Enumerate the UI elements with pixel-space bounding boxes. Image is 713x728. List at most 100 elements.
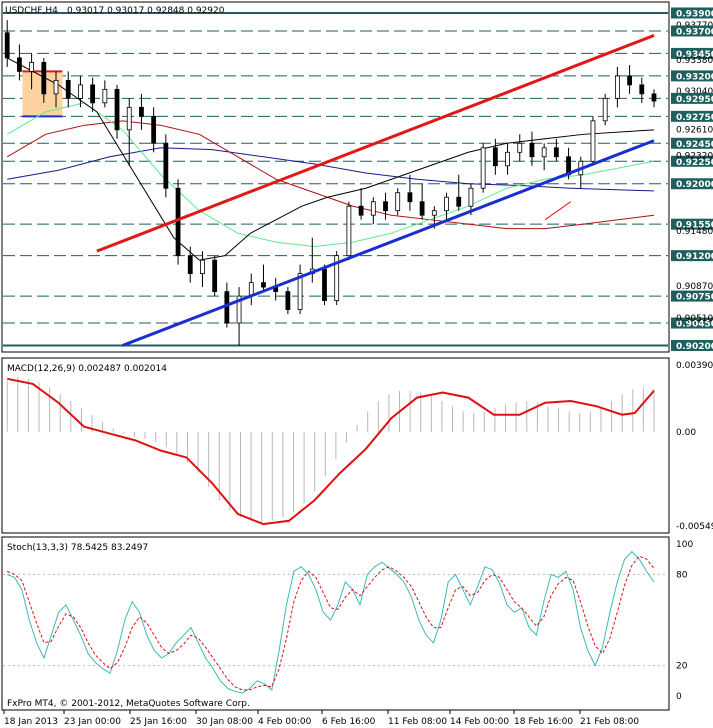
time-tick-label: 6 Feb 16:00 <box>322 717 376 727</box>
price-label: 0.92250 <box>676 158 713 168</box>
candle-body <box>651 93 657 102</box>
time-tick-label: 18 Feb 16:00 <box>514 717 573 727</box>
time-tick-label: 18 Jan 2013 <box>4 717 58 727</box>
candle-body <box>529 142 535 158</box>
red-channel-stub <box>544 201 572 221</box>
price-panel: 0.939000.937700.937000.934500.933800.932… <box>1 1 713 353</box>
stoch-panel: 100 80 20 0 Stoch(13,3,3) 78.5425 83.2497 F… <box>1 536 693 711</box>
time-tick-label: 21 Feb 08:00 <box>580 717 639 727</box>
candle-body <box>41 62 47 95</box>
price-label-box <box>671 110 713 122</box>
price-label-box <box>671 92 713 104</box>
price-label: 0.93450 <box>676 50 713 60</box>
price-label: 0.92610 <box>676 125 713 135</box>
time-tick-label: 11 Feb 08:00 <box>388 717 447 727</box>
macd-histogram <box>6 377 655 523</box>
candle-body <box>431 210 437 216</box>
candle-body <box>17 57 22 72</box>
price-label-box <box>671 250 713 262</box>
candle-body <box>553 147 559 158</box>
macd-panel: 0.003908 0.00 -0.005496 MACD(12,26,9) 0.00… <box>1 357 713 534</box>
candle-body <box>407 192 413 203</box>
price-label: 0.93900 <box>676 9 713 19</box>
price-label: 0.92950 <box>676 95 713 105</box>
price-label: 0.90200 <box>676 342 713 352</box>
macd-signal-line <box>7 377 655 526</box>
time-tick-label: 4 Feb 00:00 <box>258 717 312 727</box>
price-level-lines <box>3 11 668 347</box>
price-label-box <box>671 70 713 82</box>
price-label-box <box>671 47 713 59</box>
price-label: 0.90750 <box>676 293 713 303</box>
price-label: 0.92450 <box>676 140 713 150</box>
candle-body <box>505 151 510 167</box>
candle-body <box>53 79 59 95</box>
candle-body <box>541 147 547 158</box>
candle-body <box>285 291 291 310</box>
candle-body <box>639 84 645 95</box>
macd-signal <box>7 377 655 526</box>
macd-tick-label: 0.003908 <box>676 361 713 371</box>
candlesticks <box>4 20 657 346</box>
price-label-box <box>671 340 713 352</box>
candle-body <box>590 120 596 162</box>
price-label: 0.93200 <box>676 72 713 82</box>
ma-darkred-line <box>6 120 655 230</box>
time-tick-label: 30 Jan 08:00 <box>196 717 253 727</box>
candle-body <box>212 259 218 292</box>
candle-body <box>602 97 608 122</box>
candle-body <box>627 75 632 86</box>
candle-body <box>370 201 376 216</box>
price-label: 0.92000 <box>676 180 713 190</box>
candle-body <box>517 142 523 153</box>
time-tick-label: 25 Jan 16:00 <box>130 717 187 727</box>
stoch-axis: 100 80 20 0 <box>676 540 693 702</box>
candle-body <box>444 196 449 212</box>
copyright-label: FxPro MT4, © 2001-2012, MetaQuotes Softw… <box>7 699 250 709</box>
candle-body <box>261 282 266 288</box>
price-label: 0.91550 <box>676 221 713 231</box>
candle-body <box>102 88 108 104</box>
price-label-box <box>671 218 713 230</box>
macd-label: MACD(12,26,9) 0.002487 0.002014 <box>7 364 167 374</box>
ma-black-line <box>6 57 655 261</box>
price-label-box <box>671 137 713 149</box>
candle-body <box>175 187 181 257</box>
candle-body <box>395 192 401 212</box>
candle-body <box>78 84 83 99</box>
blue-channel-line <box>121 139 655 347</box>
candle-body <box>358 205 364 216</box>
stoch-panel-frame <box>1 536 670 711</box>
stoch-tick-label: 20 <box>676 662 688 672</box>
candle-body <box>90 84 96 104</box>
price-label-box <box>671 155 713 167</box>
price-label: 0.93700 <box>676 27 713 37</box>
price-label: 0.93040 <box>676 87 713 97</box>
symbol-label: USDCHF,H4 <box>5 6 58 16</box>
candle-body <box>383 201 388 212</box>
price-axis: 0.939000.937700.937000.934500.933800.932… <box>671 7 713 352</box>
ohlc-label: 0.93017 0.93017 0.92848 0.92920 <box>67 6 225 16</box>
macd-tick-label: 0.00 <box>676 428 696 438</box>
candle-body <box>200 259 205 275</box>
time-tick-label: 14 Feb 00:00 <box>450 717 509 727</box>
candle-body <box>236 295 242 324</box>
stoch-main-line <box>7 550 655 694</box>
candle-body <box>456 196 462 207</box>
candle-body <box>187 255 193 275</box>
candle-body <box>492 147 498 167</box>
candle-body <box>346 205 352 257</box>
price-label: 0.93380 <box>676 56 713 66</box>
candle-body <box>322 268 327 301</box>
price-label-box <box>671 290 713 302</box>
time-tick-label: 23 Jan 00:00 <box>64 717 121 727</box>
candle-body <box>468 187 474 207</box>
trend-channels <box>96 34 655 347</box>
red-channel-line <box>96 34 655 253</box>
price-label: 0.92320 <box>676 151 713 161</box>
candle-body <box>139 106 144 117</box>
price-label: 0.90510 <box>676 314 713 324</box>
candle-body <box>163 142 169 189</box>
stoch-label: Stoch(13,3,3) 78.5425 83.2497 <box>7 543 148 553</box>
